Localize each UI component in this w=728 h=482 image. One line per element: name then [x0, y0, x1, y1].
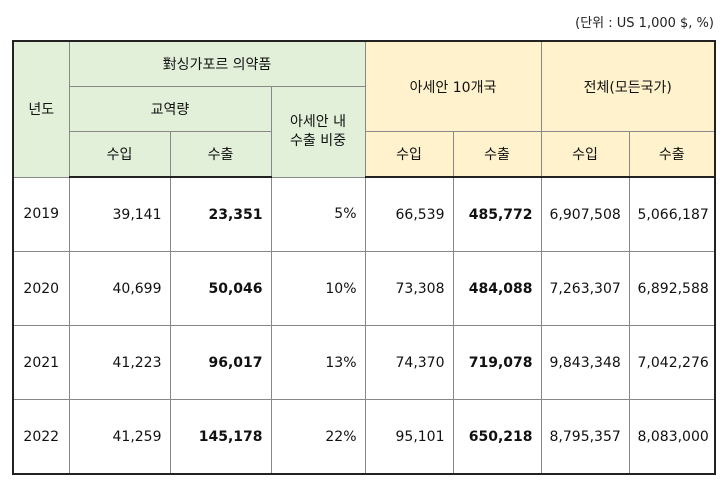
asean-import-cell: 74,370: [364, 325, 454, 400]
share-cell: 13%: [270, 325, 366, 400]
sg-import-cell: 39,141: [68, 176, 171, 252]
year-cell: 2019: [12, 176, 70, 252]
asean-export-cell: 484,088: [452, 251, 542, 326]
asean-import-cell: 66,539: [364, 176, 454, 252]
header-sg-import: 수입: [68, 131, 171, 178]
sg-export-cell: 23,351: [169, 176, 272, 252]
total-import-cell: 9,843,348: [540, 325, 630, 400]
sg-export-cell: 145,178: [169, 399, 272, 475]
sg-import-cell: 40,699: [68, 251, 171, 326]
table-row: 2021 41,223 96,017 13% 74,370 719,078 9,…: [12, 325, 716, 400]
table-row: 2020 40,699 50,046 10% 73,308 484,088 7,…: [12, 251, 716, 326]
total-export-cell: 6,892,588: [628, 251, 716, 326]
sg-export-cell: 50,046: [169, 251, 272, 326]
share-cell: 22%: [270, 399, 366, 475]
year-cell: 2022: [12, 399, 70, 475]
asean-export-cell: 719,078: [452, 325, 542, 400]
sg-export-cell: 96,017: [169, 325, 272, 400]
total-import-cell: 6,907,508: [540, 176, 630, 252]
asean-export-cell: 650,218: [452, 399, 542, 475]
total-import-cell: 7,263,307: [540, 251, 630, 326]
header-total-export: 수출: [628, 131, 716, 178]
unit-note: (단위 : US 1,000 $, %): [575, 16, 714, 31]
sg-import-cell: 41,223: [68, 325, 171, 400]
header-asean-share-text: 아세안 내 수출 비중: [290, 113, 346, 149]
year-cell: 2021: [12, 325, 70, 400]
header-trade-volume: 교역량: [68, 86, 272, 132]
asean-import-cell: 95,101: [364, 399, 454, 475]
header-total: 전체(모든국가): [540, 40, 716, 132]
sg-import-cell: 41,259: [68, 399, 171, 475]
total-export-cell: 7,042,276: [628, 325, 716, 400]
total-export-cell: 5,066,187: [628, 176, 716, 252]
header-asean-export: 수출: [452, 131, 542, 178]
year-cell: 2020: [12, 251, 70, 326]
table-row: 2019 39,141 23,351 5% 66,539 485,772 6,9…: [12, 176, 716, 252]
share-cell: 5%: [270, 176, 366, 252]
asean-export-cell: 485,772: [452, 176, 542, 252]
header-asean-share: 아세안 내 수출 비중: [270, 86, 366, 178]
share-cell: 10%: [270, 251, 366, 326]
header-singapore-pharma: 對싱가포르 의약품: [68, 40, 366, 87]
header-asean10: 아세안 10개국: [364, 40, 542, 132]
total-export-cell: 8,083,000: [628, 399, 716, 475]
table-row: 2022 41,259 145,178 22% 95,101 650,218 8…: [12, 399, 716, 475]
trade-table: 년도 對싱가포르 의약품 아세안 10개국 전체(모든국가) 교역량 아세안 내…: [12, 40, 717, 475]
header-asean-import: 수입: [364, 131, 454, 178]
header-total-import: 수입: [540, 131, 630, 178]
total-import-cell: 8,795,357: [540, 399, 630, 475]
header-year: 년도: [12, 40, 70, 178]
asean-import-cell: 73,308: [364, 251, 454, 326]
header-sg-export: 수출: [169, 131, 272, 178]
